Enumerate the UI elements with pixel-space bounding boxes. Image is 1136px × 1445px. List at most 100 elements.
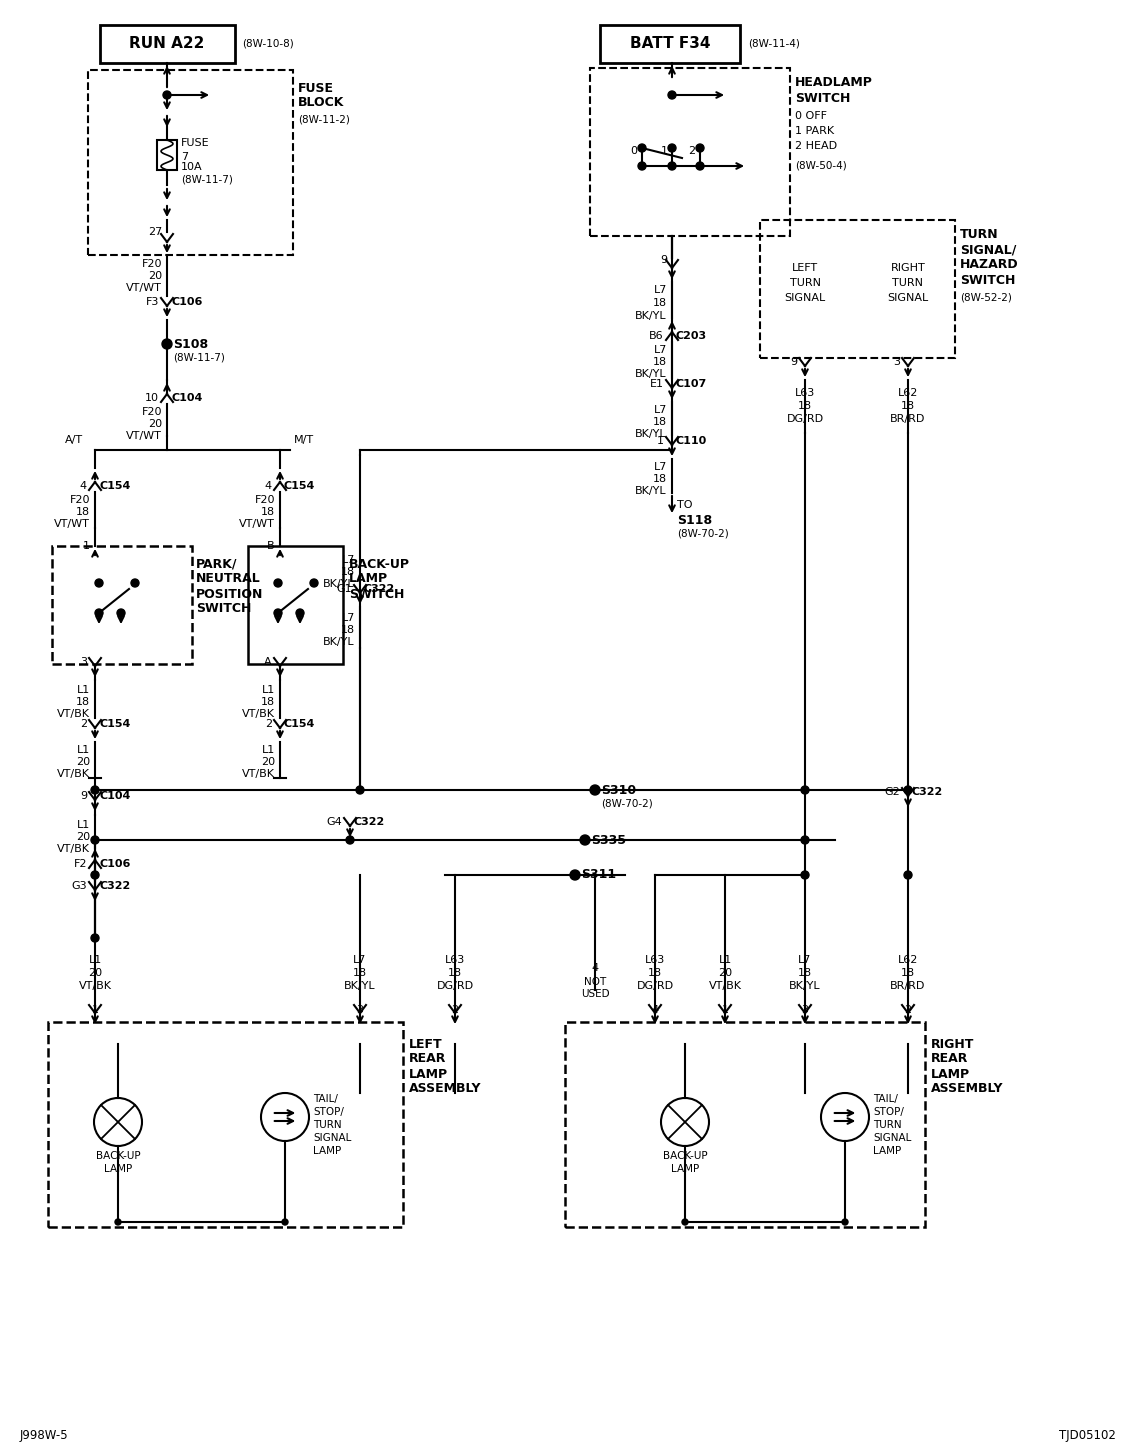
Text: 3: 3 [802, 1006, 809, 1014]
Text: VT/WT: VT/WT [126, 431, 162, 441]
Bar [87, 69, 293, 254]
Text: L1: L1 [77, 746, 90, 754]
Text: TO: TO [677, 500, 693, 510]
Text: B6: B6 [650, 331, 665, 341]
Text: C110: C110 [676, 436, 708, 447]
Circle shape [131, 579, 139, 587]
Circle shape [904, 786, 912, 793]
Text: (8W-11-7): (8W-11-7) [181, 175, 233, 185]
Circle shape [91, 933, 99, 942]
Text: G2: G2 [884, 788, 900, 798]
Circle shape [162, 91, 172, 100]
Text: 10A: 10A [181, 162, 202, 172]
Bar [52, 546, 192, 665]
Text: REAR: REAR [932, 1052, 968, 1065]
Text: DG/RD: DG/RD [786, 415, 824, 423]
Text: TAIL/: TAIL/ [314, 1094, 337, 1104]
Text: 2: 2 [688, 146, 695, 156]
Text: G4: G4 [326, 816, 342, 827]
Text: 20: 20 [148, 272, 162, 280]
Text: L63: L63 [445, 955, 465, 965]
Text: F20: F20 [69, 496, 90, 504]
Text: C104: C104 [172, 393, 202, 403]
Circle shape [904, 871, 912, 879]
Text: 27: 27 [148, 227, 162, 237]
Circle shape [842, 1220, 847, 1225]
Text: L1: L1 [718, 955, 732, 965]
Text: VT/BK: VT/BK [57, 769, 90, 779]
Text: VT/BK: VT/BK [57, 709, 90, 720]
Text: M/T: M/T [294, 435, 315, 445]
Text: SIGNAL: SIGNAL [872, 1133, 911, 1143]
Text: 9: 9 [660, 254, 667, 264]
Text: (8W-50-4): (8W-50-4) [795, 160, 846, 171]
Text: 1: 1 [660, 146, 668, 156]
Text: SIGNAL: SIGNAL [314, 1133, 351, 1143]
Text: 18: 18 [797, 402, 812, 410]
Text: 18: 18 [901, 402, 916, 410]
Bar [565, 1022, 925, 1227]
Text: F2: F2 [74, 858, 87, 868]
Text: L7: L7 [653, 462, 667, 473]
Text: A/T: A/T [65, 435, 83, 445]
Text: 18: 18 [797, 968, 812, 978]
Text: BLOCK: BLOCK [298, 97, 344, 110]
Text: BR/RD: BR/RD [891, 981, 926, 991]
Text: C203: C203 [676, 331, 707, 341]
Text: LEFT: LEFT [792, 263, 818, 273]
Text: TURN: TURN [790, 277, 820, 288]
Text: 2: 2 [265, 720, 272, 728]
Circle shape [668, 91, 676, 100]
Text: 18: 18 [901, 968, 916, 978]
Text: HAZARD: HAZARD [960, 259, 1019, 272]
Text: USED: USED [580, 988, 609, 998]
Text: 3: 3 [893, 357, 900, 367]
Text: SIGNAL: SIGNAL [784, 293, 826, 303]
Text: BR/RD: BR/RD [891, 415, 926, 423]
Text: 1: 1 [721, 1006, 728, 1014]
Text: A: A [265, 657, 272, 668]
Bar [157, 140, 177, 171]
Text: L62: L62 [897, 389, 918, 397]
Text: C322: C322 [354, 816, 385, 827]
Circle shape [95, 579, 103, 587]
Text: 10: 10 [145, 393, 159, 403]
Circle shape [696, 162, 704, 171]
Bar [248, 546, 343, 665]
Text: 2: 2 [904, 1006, 911, 1014]
Text: VT/BK: VT/BK [242, 709, 275, 720]
Text: 18: 18 [653, 298, 667, 308]
Text: 0 OFF: 0 OFF [795, 111, 827, 121]
Text: SWITCH: SWITCH [349, 588, 404, 601]
Text: S311: S311 [580, 868, 616, 881]
Text: L1: L1 [77, 685, 90, 695]
Text: C154: C154 [99, 720, 131, 728]
Text: NEUTRAL: NEUTRAL [197, 572, 261, 585]
Text: 1: 1 [83, 540, 90, 551]
Text: 2: 2 [80, 720, 87, 728]
Text: 18: 18 [76, 507, 90, 517]
Bar [100, 25, 235, 64]
Text: L7: L7 [353, 955, 367, 965]
Text: RUN A22: RUN A22 [130, 36, 204, 52]
Text: 3: 3 [357, 1006, 364, 1014]
Text: FUSE: FUSE [298, 81, 334, 94]
Text: BACK-UP: BACK-UP [95, 1152, 141, 1160]
Text: 0: 0 [630, 146, 637, 156]
Text: S108: S108 [173, 338, 208, 351]
Text: VT/WT: VT/WT [126, 283, 162, 293]
Text: L7: L7 [653, 405, 667, 415]
Text: L7: L7 [653, 285, 667, 295]
Text: 4: 4 [592, 962, 599, 972]
Text: 20: 20 [87, 968, 102, 978]
Circle shape [590, 785, 600, 795]
Text: TAIL/: TAIL/ [872, 1094, 897, 1104]
Text: L1: L1 [261, 685, 275, 695]
Text: (8W-70-2): (8W-70-2) [601, 799, 653, 809]
Text: FUSE: FUSE [181, 139, 210, 147]
Text: 20: 20 [148, 419, 162, 429]
Circle shape [801, 786, 809, 793]
Text: 20: 20 [718, 968, 732, 978]
Circle shape [801, 837, 809, 844]
Text: SIGNAL/: SIGNAL/ [960, 244, 1017, 257]
